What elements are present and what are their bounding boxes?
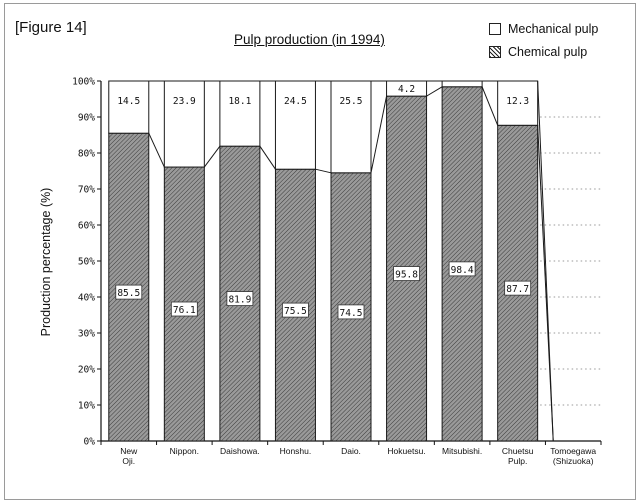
y-tick-label: 70%: [78, 185, 95, 196]
x-tick-label: Tomoegawa (Shizuoka): [550, 446, 596, 466]
y-tick-label: 80%: [78, 149, 95, 160]
value-box-chemical: [337, 304, 365, 320]
x-tick-label: Daio.: [341, 446, 361, 456]
x-tick-label: Chuetsu Pulp.: [502, 446, 534, 466]
value-label-mechanical: 12.3: [506, 96, 529, 107]
y-tick-label: 10%: [78, 401, 95, 412]
x-tick-label: Honshu.: [280, 446, 312, 456]
value-box-chemical: [282, 302, 309, 318]
legend-swatch-chemical: [489, 46, 501, 58]
x-tick-label-line: Chuetsu: [502, 446, 534, 456]
x-tick-label-line: Hokuetsu.: [387, 446, 425, 456]
x-tick-label-line: Daishowa.: [220, 446, 260, 456]
value-label-chemical: 95.8: [395, 270, 418, 281]
value-label-mechanical: 23.9: [173, 96, 196, 107]
value-box-chemical: [504, 280, 532, 296]
legend-label-mechanical: Mechanical pulp: [508, 22, 599, 36]
connector-chemical: [481, 86, 499, 126]
connector-chemical: [315, 168, 332, 174]
y-tick-label: 90%: [78, 113, 95, 124]
bar-mechanical: [386, 80, 428, 97]
y-tick-label: 50%: [78, 257, 95, 268]
value-label-mechanical: 14.5: [117, 96, 140, 107]
x-tick-label-line: New: [120, 446, 138, 456]
x-tick-label-line: Pulp.: [508, 456, 527, 466]
x-tick-label: Mitsubishi.: [442, 446, 482, 456]
bar-mechanical: [274, 80, 316, 170]
value-label-mechanical: 25.5: [340, 96, 363, 107]
y-tick-label: 20%: [78, 365, 95, 376]
connector-chemical: [148, 132, 165, 168]
bar-mechanical: [219, 80, 261, 147]
x-tick-label: Hokuetsu.: [387, 446, 425, 456]
y-tick-label: 60%: [78, 221, 95, 232]
value-label-mechanical: 24.5: [284, 96, 307, 107]
x-tick-label: New Oji.: [120, 446, 138, 466]
value-label-mechanical: 4.2: [398, 84, 415, 95]
x-tick-label-line: Oji.: [122, 456, 135, 466]
x-tick-label-line: Nippon.: [170, 446, 199, 456]
legend-swatch-mechanical: [489, 23, 501, 35]
value-box-chemical: [115, 284, 143, 300]
figure-label: [Figure 14]: [15, 19, 87, 36]
x-tick-label-line: Mitsubishi.: [442, 446, 482, 456]
value-box-chemical: [226, 291, 254, 306]
bar-mechanical: [497, 80, 539, 126]
value-label-mechanical: 18.1: [228, 96, 251, 107]
chart-title: Pulp production (in 1994): [234, 32, 385, 47]
legend-label-chemical: Chemical pulp: [508, 45, 588, 59]
x-tick-label-line: Tomoegawa: [550, 446, 596, 456]
x-tick-label-line: (Shizuoka): [553, 456, 594, 466]
figure-frame: [4, 3, 636, 500]
value-box-chemical: [393, 266, 420, 281]
connector-chemical: [203, 145, 221, 168]
connector-total: [537, 80, 554, 442]
connector-chemical: [370, 96, 388, 173]
connector-chemical: [426, 86, 443, 97]
legend-item-chemical: Chemical pulp: [489, 45, 587, 59]
value-label-chemical: 98.4: [451, 265, 474, 276]
value-label-chemical: 87.7: [506, 284, 529, 295]
value-box-chemical: [170, 301, 198, 317]
legend-item-mechanical: Mechanical pulp: [489, 22, 598, 36]
value-box-chemical: [448, 261, 476, 277]
value-label-chemical: 75.5: [284, 306, 307, 317]
y-tick-label: 40%: [78, 293, 95, 304]
value-label-chemical: 74.5: [340, 308, 363, 319]
x-tick-label-line: Honshu.: [280, 446, 312, 456]
bar-mechanical: [163, 80, 205, 168]
bar-mechanical: [441, 80, 483, 88]
bar-mechanical: [330, 80, 372, 174]
x-tick-label: Daishowa.: [220, 446, 260, 456]
value-label-chemical: 81.9: [228, 295, 251, 306]
value-label-chemical: 85.5: [117, 288, 140, 299]
y-tick-label: 0%: [84, 437, 96, 448]
y-tick-label: 30%: [78, 329, 95, 340]
bar-mechanical: [108, 80, 150, 134]
y-tick-label: 100%: [72, 77, 95, 88]
x-tick-label: Nippon.: [170, 446, 199, 456]
value-label-chemical: 76.1: [173, 305, 196, 316]
connector-chemical: [259, 145, 276, 170]
x-tick-label-line: Daio.: [341, 446, 361, 456]
